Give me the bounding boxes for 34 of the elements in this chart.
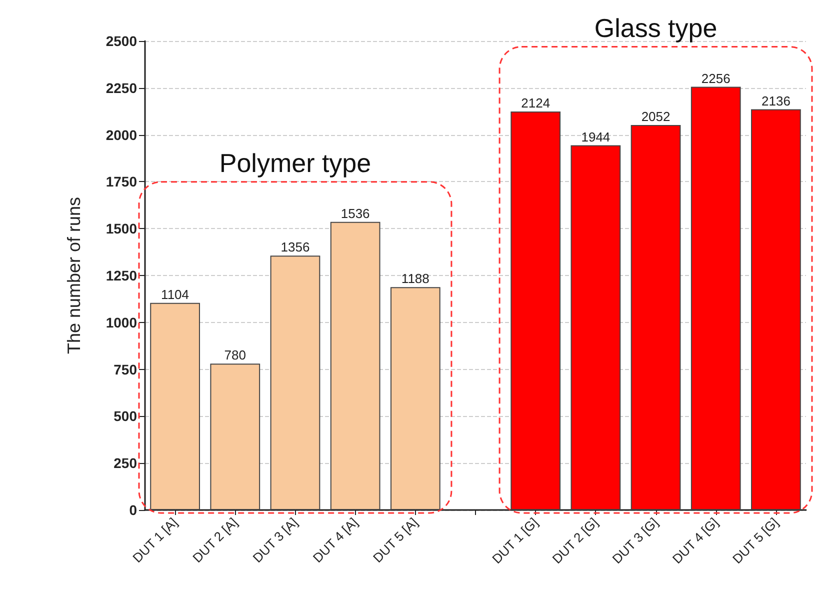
y-tick-label: 2250 bbox=[106, 80, 138, 96]
data-label: 780 bbox=[224, 348, 246, 363]
bar bbox=[690, 86, 741, 510]
bar bbox=[630, 125, 681, 510]
data-label: 2136 bbox=[761, 93, 790, 108]
y-tick-label: 1000 bbox=[106, 314, 138, 330]
y-tick-label: 2000 bbox=[106, 126, 138, 143]
annotation: Glass type bbox=[594, 12, 718, 43]
bar bbox=[510, 112, 561, 510]
y-axis-title: The number of runs bbox=[64, 196, 84, 354]
data-label: 2256 bbox=[701, 70, 730, 86]
data-label: 1356 bbox=[280, 240, 310, 255]
bar bbox=[150, 302, 200, 510]
y-tick-label: 1500 bbox=[106, 220, 138, 237]
bar bbox=[570, 145, 621, 510]
y-tick-label: 1250 bbox=[106, 268, 138, 284]
data-label: 2124 bbox=[521, 96, 550, 111]
data-label: 1104 bbox=[161, 286, 190, 302]
y-tick-label: 1750 bbox=[106, 174, 138, 190]
y-tick-label: 250 bbox=[114, 455, 138, 472]
data-label: 1188 bbox=[401, 271, 430, 286]
data-label: 1944 bbox=[581, 129, 610, 144]
y-tick-label: 750 bbox=[114, 361, 138, 378]
bar bbox=[751, 109, 801, 510]
bar bbox=[270, 256, 320, 510]
data-label: 2052 bbox=[641, 109, 670, 124]
annotation: Polymer type bbox=[219, 148, 372, 178]
y-tick-label: 500 bbox=[114, 408, 138, 424]
data-label: 1536 bbox=[340, 206, 370, 221]
bar bbox=[330, 222, 380, 510]
bar bbox=[390, 287, 440, 510]
y-tick-label: 0 bbox=[129, 502, 138, 518]
bar bbox=[210, 364, 260, 510]
y-tick-label: 2500 bbox=[106, 33, 138, 49]
